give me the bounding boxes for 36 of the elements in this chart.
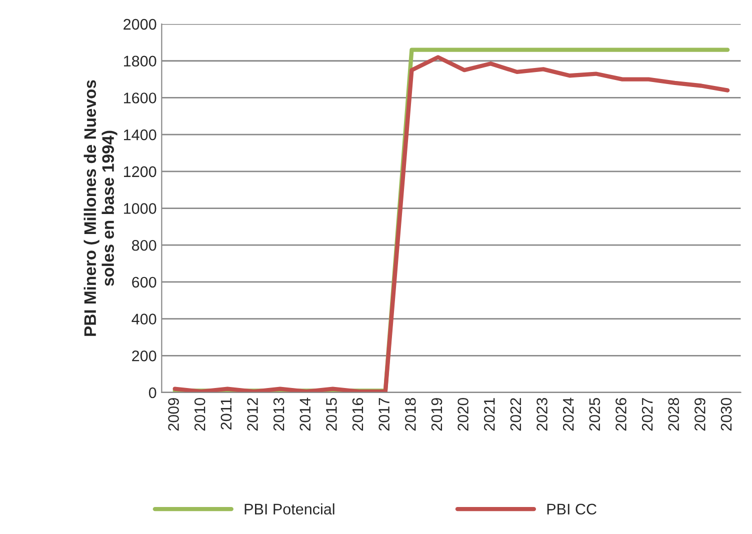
x-tick-label: 2014 xyxy=(300,398,311,431)
x-tick-label: 2025 xyxy=(589,398,600,431)
y-tick-label: 600 xyxy=(132,276,156,288)
x-tick-label: 2017 xyxy=(378,398,390,431)
y-axis-title: PBI Minero ( Millones de Nuevos soles en base 1994) xyxy=(84,80,118,336)
x-tick-label: 2026 xyxy=(616,398,626,431)
x-tick-label: 2019 xyxy=(431,398,442,431)
x-tick-label: 2023 xyxy=(536,398,548,431)
legend-label: PBI CC xyxy=(547,504,596,515)
x-tick-label: 2020 xyxy=(458,398,468,431)
x-tick-label: 2024 xyxy=(562,398,574,431)
x-tick-label: 2011 xyxy=(220,398,232,430)
x-tick-label: 2012 xyxy=(247,398,258,431)
x-tick-label: 2021 xyxy=(484,398,495,431)
x-tick-label: 2028 xyxy=(668,398,680,431)
x-tick-label: 2009 xyxy=(168,398,179,431)
x-tick-label: 2010 xyxy=(194,398,206,431)
y-tick-label: 400 xyxy=(132,314,156,324)
x-tick-label: 2015 xyxy=(326,398,337,431)
y-tick-label: 1800 xyxy=(124,56,156,67)
x-tick-label: 2018 xyxy=(405,398,416,431)
x-tick-label: 2013 xyxy=(273,398,284,431)
y-tick-label: 2000 xyxy=(124,18,156,30)
y-tick-label: 1000 xyxy=(124,203,156,214)
y-tick-label: 1400 xyxy=(124,129,156,140)
y-tick-label: 800 xyxy=(132,240,156,251)
x-tick-label: 2016 xyxy=(352,398,364,431)
x-tick-label: 2029 xyxy=(694,398,706,431)
y-tick-label: 1600 xyxy=(124,92,156,104)
legend-label: PBI Potencial xyxy=(244,503,334,515)
x-tick-label: 2030 xyxy=(720,398,732,431)
y-tick-label: 1200 xyxy=(124,166,156,178)
x-tick-label: 2022 xyxy=(510,398,522,431)
y-tick-label: 200 xyxy=(132,350,156,362)
x-tick-label: 2027 xyxy=(642,398,653,431)
y-tick-label: 0 xyxy=(148,387,156,398)
